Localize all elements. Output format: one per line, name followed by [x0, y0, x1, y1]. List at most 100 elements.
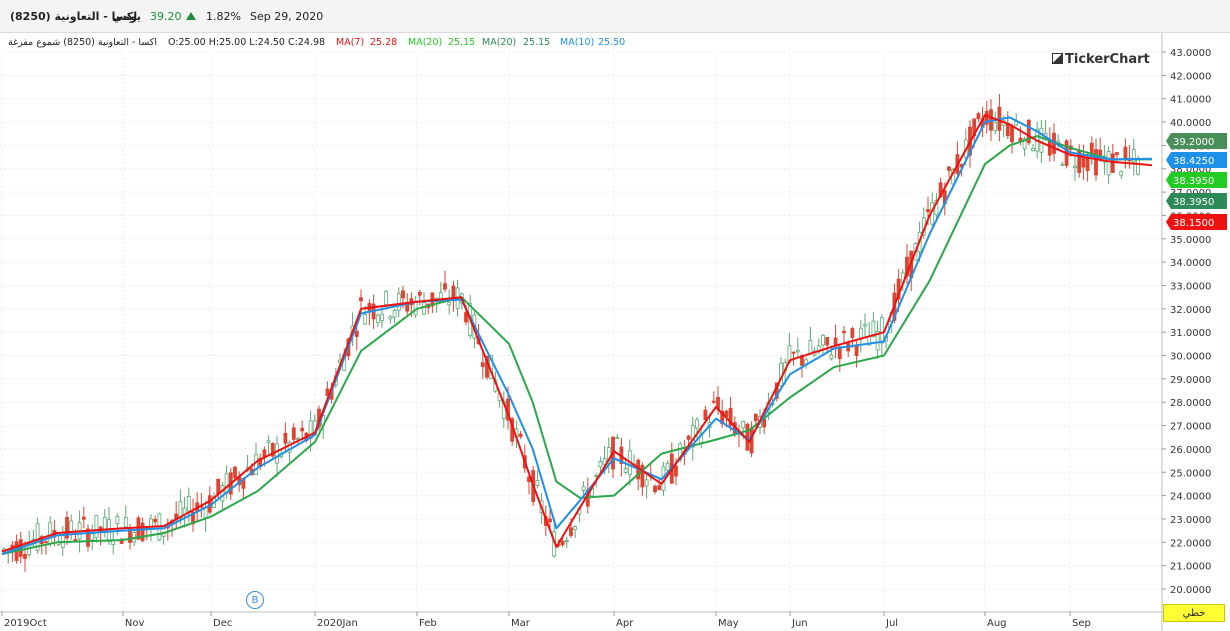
candle-down	[926, 209, 930, 213]
event-marker[interactable]: B	[246, 591, 264, 609]
watermark: TickerChart	[1052, 52, 1150, 67]
price-tag	[1166, 152, 1227, 168]
candle-down	[548, 518, 552, 523]
candle-down	[354, 330, 359, 337]
up-arrow-icon	[186, 12, 196, 20]
y-tick-label: 40.0000	[1170, 118, 1211, 129]
candle-up	[48, 522, 53, 545]
candle-up	[275, 443, 279, 464]
last-price: 39.20	[150, 10, 182, 23]
candle-down	[140, 522, 145, 542]
period-label[interactable]: يومي	[112, 10, 141, 23]
candle-down	[480, 362, 485, 367]
scale-mode-label: خطي	[1182, 608, 1206, 619]
candle-down	[1026, 119, 1031, 144]
x-tick-label: Nov	[125, 618, 145, 629]
symbol-label[interactable]: اكسا - التعاونية (8250)	[10, 10, 138, 23]
candle-up	[644, 479, 649, 487]
series-line-ma10	[1, 116, 1153, 555]
candle-up	[665, 462, 670, 471]
candle-down	[686, 435, 691, 440]
watermark-text: TickerChart	[1065, 52, 1150, 67]
candle-down	[653, 485, 657, 493]
scale-mode-button[interactable]: خطي	[1163, 604, 1225, 622]
candle-up	[741, 420, 746, 429]
y-axis: 20.0000 21.0000 22.0000 23.0000 24.0000 25.00…	[1161, 32, 1230, 631]
ma10-label: MA(10)	[560, 37, 595, 48]
candle-down	[1094, 149, 1098, 176]
y-tick-label: 24.0000	[1170, 492, 1211, 503]
candle-down	[825, 337, 830, 346]
candle-up	[623, 468, 628, 473]
candle-down	[65, 516, 69, 539]
x-tick-label: Aug	[987, 618, 1007, 629]
date-label: Sep 29, 2020	[250, 10, 324, 23]
change-percent: 1.82%	[206, 10, 241, 23]
candle-down	[1047, 140, 1052, 156]
candle-up	[1073, 165, 1077, 169]
candle-up	[1106, 151, 1111, 176]
y-tick-label: 34.0000	[1170, 258, 1211, 269]
candle-down	[191, 511, 195, 525]
candle-up	[123, 516, 128, 528]
candle-up	[308, 420, 313, 440]
x-tick-label: 2020Jan	[317, 618, 358, 629]
price-tag-label: 39.2000	[1173, 137, 1214, 148]
series-description: اكسا - التعاونية (8250) شموع مفرغة	[8, 37, 157, 48]
price-tag	[1166, 172, 1227, 188]
candle-up	[178, 501, 183, 519]
ma7-value: 25.28	[370, 37, 398, 48]
candle-up	[875, 331, 880, 351]
candles	[2, 94, 1140, 573]
candle-up	[879, 317, 884, 344]
series-line-ma20	[1, 135, 1152, 555]
candle-up	[388, 316, 393, 320]
x-tick-label: 2019Oct	[4, 618, 47, 629]
candle-up	[573, 526, 578, 530]
candle-up	[35, 523, 40, 551]
candle-down	[842, 330, 846, 334]
y-axis-panel	[1162, 32, 1230, 631]
candle-down	[270, 443, 275, 457]
candle-up	[808, 340, 813, 354]
candle-up	[581, 486, 586, 491]
candle-down	[657, 485, 662, 491]
y-tick-label: 42.0000	[1170, 71, 1211, 82]
candle-down	[518, 433, 523, 437]
y-tick-label: 43.0000	[1170, 48, 1211, 59]
candle-up	[375, 314, 380, 324]
ohlc-values: O:25.00 H:25.00 L:24.50 C:24.98	[168, 37, 326, 48]
y-tick-label: 29.0000	[1170, 375, 1211, 386]
price-tag-label: 38.4250	[1173, 156, 1214, 167]
candle-up	[396, 293, 401, 311]
candle-down	[291, 427, 296, 440]
event-marker-label: B	[251, 595, 259, 606]
candle-up	[602, 458, 607, 465]
candle-down	[1110, 153, 1115, 173]
y-tick-label: 35.0000	[1170, 235, 1211, 246]
candle-up	[186, 496, 191, 512]
candle-down	[73, 538, 78, 541]
candle-down	[703, 409, 708, 421]
candle-up	[220, 485, 225, 502]
candle-down	[711, 400, 716, 403]
candle-down	[405, 303, 410, 312]
candle-up	[535, 480, 540, 487]
y-tick-label: 26.0000	[1170, 445, 1211, 456]
candle-down	[569, 527, 573, 536]
x-tick-label: Jun	[791, 618, 808, 629]
x-axis: 2019Oct Nov Dec 2020Jan Feb Mar Apr May Jun Jul Au…	[0, 611, 1162, 629]
y-tick-label: 32.0000	[1170, 305, 1211, 316]
y-tick-label: 38.0000	[1170, 165, 1211, 176]
candle-down	[984, 111, 989, 125]
ma10-value: 25.50	[598, 37, 626, 48]
candle-down	[233, 466, 237, 479]
candle-up	[380, 313, 384, 322]
y-tick-label: 21.0000	[1170, 562, 1211, 573]
ma20b-value: 25.15	[523, 37, 551, 48]
y-tick-label: 28.0000	[1170, 398, 1211, 409]
candle-down	[417, 291, 422, 296]
y-tick-label: 20.0000	[1170, 585, 1211, 596]
candle-down	[640, 464, 645, 488]
